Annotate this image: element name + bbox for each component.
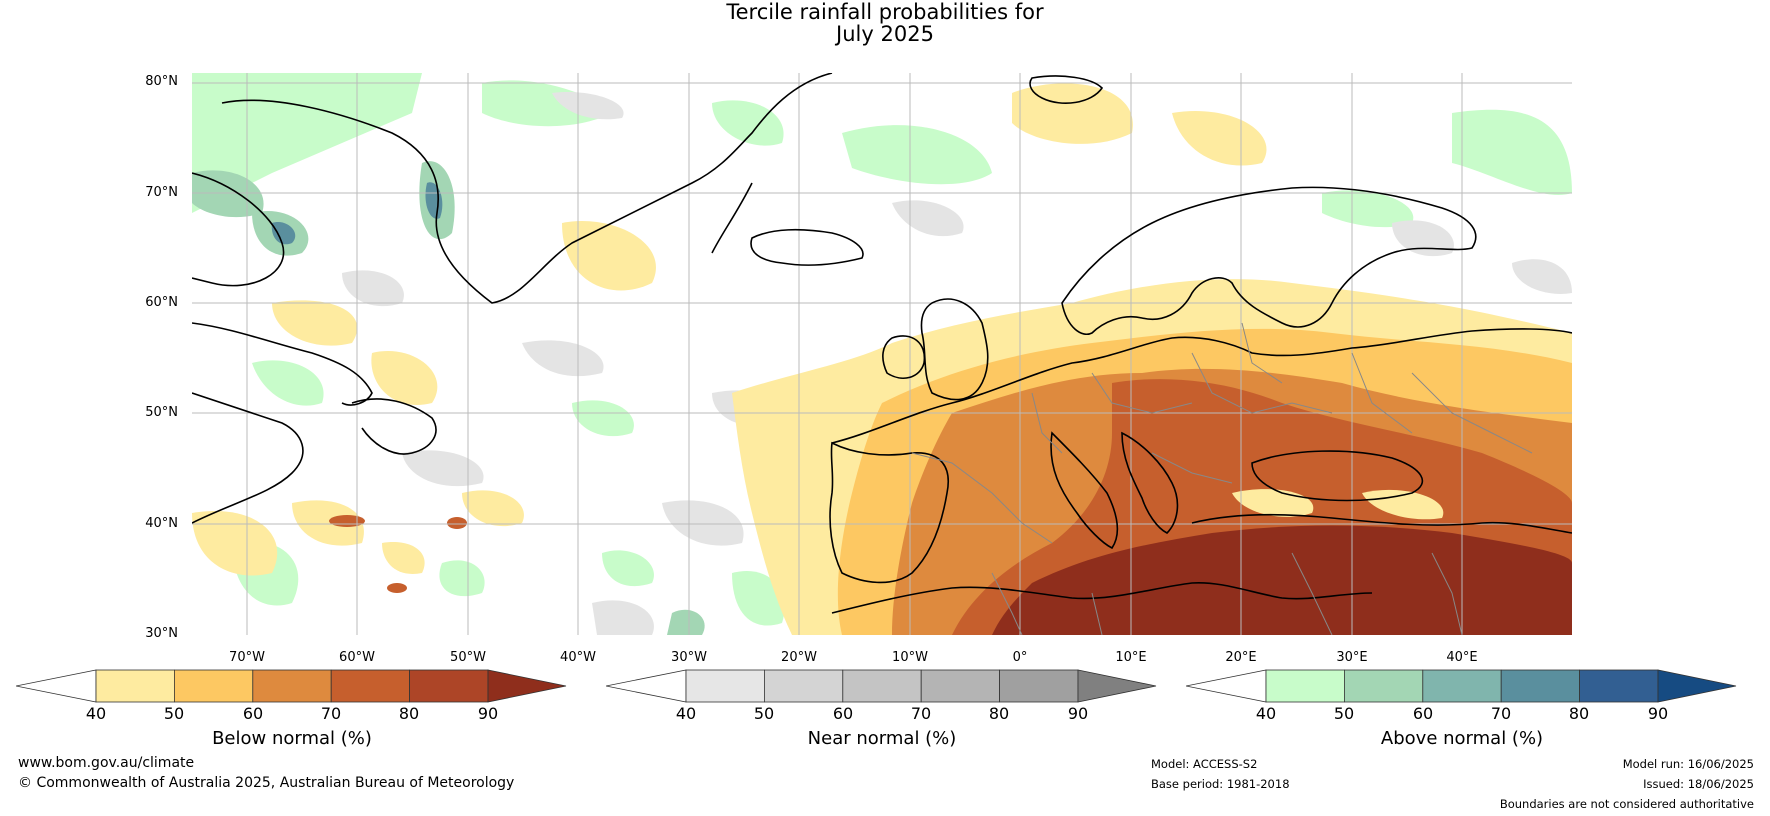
colorbar-tick: 40 — [675, 704, 697, 723]
colorbar-tick: 70 — [320, 704, 342, 723]
colorbar-segment — [763, 669, 844, 703]
footer-model-run: Model run: 16/06/2025 — [1622, 757, 1754, 771]
footer-disclaimer: Boundaries are not considered authoritat… — [1499, 797, 1754, 811]
lon-label-20w: 20°W — [781, 650, 817, 665]
lon-label-20e: 20°E — [1225, 650, 1257, 665]
iceland-coast — [750, 228, 864, 266]
footer-copyright: © Commonwealth of Australia 2025, Austra… — [18, 775, 515, 791]
coastlines — [192, 73, 1572, 614]
lon-label-10w: 10°W — [892, 650, 928, 665]
lat-label-50n: 50°N — [145, 405, 178, 420]
north-africa-coast — [831, 581, 1373, 614]
colorbar-tick: 90 — [477, 704, 499, 723]
colorbar-tick: 40 — [1255, 704, 1277, 723]
national-borders — [911, 322, 1533, 635]
colorbar-segment — [1265, 669, 1345, 703]
colorbar-above-normal — [1186, 669, 1737, 703]
colorbar-tick: 70 — [910, 704, 932, 723]
colorbar-segment — [1186, 669, 1267, 703]
colorbar-title-above-normal: Above normal (%) — [1380, 728, 1544, 749]
svalbard-coast — [1029, 75, 1104, 104]
map-canvas — [192, 73, 1572, 635]
scandinavia-coast — [1061, 186, 1477, 335]
colorbar-segment — [1343, 669, 1424, 703]
colorbar-tick: 50 — [163, 704, 185, 723]
iberia-coast — [829, 441, 949, 584]
colorbar-tick: 50 — [753, 704, 775, 723]
lon-label-30e: 30°E — [1336, 650, 1368, 665]
lat-label-40n: 40°N — [145, 516, 178, 531]
lon-label-30w: 30°W — [671, 650, 707, 665]
colorbar-title-near-normal: Near normal (%) — [807, 728, 957, 749]
labrador-coast — [192, 172, 285, 287]
colorbar-segment — [252, 669, 332, 703]
colorbar-tick: 90 — [1647, 704, 1669, 723]
colorbar-segment — [920, 669, 1001, 703]
lon-label-0: 0° — [1012, 650, 1028, 665]
colorbar-tick: 40 — [85, 704, 107, 723]
colorbar-segment — [1500, 669, 1581, 703]
colorbar-segment — [685, 669, 765, 703]
lat-label-30n: 30°N — [145, 626, 178, 641]
lat-label-60n: 60°N — [145, 295, 178, 310]
colorbar-tick: 80 — [988, 704, 1010, 723]
lon-label-40w: 40°W — [560, 650, 596, 665]
colorbar-below-normal — [16, 669, 567, 703]
colorbar-segment — [999, 669, 1079, 703]
colorbar-segment — [1579, 669, 1659, 703]
colorbar-near-normal — [606, 669, 1157, 703]
lon-label-50w: 50°W — [450, 650, 486, 665]
colorbar-tick: 60 — [832, 704, 854, 723]
colorbar-segment — [1657, 669, 1737, 703]
footer-website: www.bom.gov.au/climate — [18, 755, 195, 771]
lat-label-70n: 70°N — [145, 185, 178, 200]
lon-label-70w: 70°W — [229, 650, 265, 665]
ireland-coast — [882, 335, 926, 379]
colorbar-segment — [842, 669, 922, 703]
balkans-coast — [1121, 431, 1179, 534]
rainfall-probability-map — [192, 73, 1572, 635]
colorbar-title-below-normal: Below normal (%) — [212, 728, 372, 749]
colorbar-segment — [606, 669, 687, 703]
chart-title-line1: Tercile rainfall probabilities for — [726, 0, 1044, 24]
colorbar-tick: 70 — [1490, 704, 1512, 723]
footer-issued: Issued: 18/06/2025 — [1643, 777, 1754, 791]
greenland-coast — [221, 73, 833, 304]
lat-label-80n: 80°N — [145, 74, 178, 89]
colorbar-segment — [1077, 669, 1157, 703]
colorbar-segment — [487, 669, 567, 703]
lon-label-60w: 60°W — [339, 650, 375, 665]
italy-coast — [1050, 431, 1119, 550]
chart-title-line2: July 2025 — [836, 22, 934, 46]
great-britain-coast — [920, 298, 989, 401]
colorbar-segment — [330, 669, 411, 703]
newfoundland-coast — [351, 398, 437, 455]
colorbar-tick: 50 — [1333, 704, 1355, 723]
above-normal-high-patches — [192, 89, 1094, 635]
colorbar-tick: 60 — [242, 704, 264, 723]
colorbar-tick: 60 — [1412, 704, 1434, 723]
footer-model: Model: ACCESS-S2 — [1151, 757, 1258, 771]
colorbar-segment — [173, 669, 254, 703]
europe-coast — [831, 328, 1572, 444]
below-normal-patches — [192, 83, 1267, 576]
below-normal-europe-90 — [992, 525, 1572, 635]
colorbar-tick: 80 — [398, 704, 420, 723]
colorbar-segment — [409, 669, 489, 703]
turkey-coast — [1191, 513, 1572, 534]
colorbar-segment — [1422, 669, 1502, 703]
colorbar-tick: 90 — [1067, 704, 1089, 723]
colorbar-tick: 80 — [1568, 704, 1590, 723]
footer-base-period: Base period: 1981-2018 — [1151, 777, 1290, 791]
colorbar-segment — [16, 669, 97, 703]
colorbar-segment — [95, 669, 175, 703]
black-sea-coast — [1251, 450, 1424, 502]
lon-label-10e: 10°E — [1115, 650, 1147, 665]
lon-label-40e: 40°E — [1446, 650, 1478, 665]
